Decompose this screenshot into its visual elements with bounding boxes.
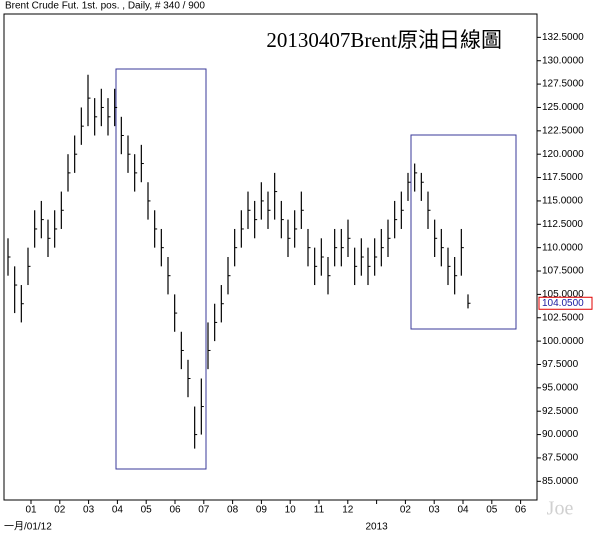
y-tick-label: 90.0000 bbox=[542, 429, 579, 440]
y-tick-label: 102.5000 bbox=[542, 312, 584, 323]
x-tick-label: 06 bbox=[169, 505, 181, 516]
y-tick-label: 130.0000 bbox=[542, 55, 584, 66]
x-tick-label: 04 bbox=[457, 505, 469, 516]
y-tick-label: 112.5000 bbox=[542, 219, 583, 230]
x-tick-label: 03 bbox=[429, 505, 441, 516]
y-tick-label: 97.5000 bbox=[542, 359, 579, 370]
y-tick-label: 105.0000 bbox=[542, 289, 584, 300]
x-tick-label: 07 bbox=[198, 505, 210, 516]
start-date-label: 一月/01/12 bbox=[4, 521, 52, 533]
x-tick-label: 03 bbox=[83, 505, 95, 516]
y-tick-label: 100.0000 bbox=[542, 336, 584, 347]
highlight-box bbox=[410, 134, 517, 330]
chart-title: 20130407Brent原油日線圖 bbox=[266, 28, 502, 52]
y-tick-label: 125.0000 bbox=[542, 102, 584, 113]
y-tick-label: 110.0000 bbox=[542, 242, 583, 253]
last-price-box bbox=[538, 296, 593, 310]
x-tick-label: 10 bbox=[285, 505, 297, 516]
year-label: 2013 bbox=[365, 522, 388, 533]
highlight-box bbox=[115, 68, 207, 470]
y-tick-label: 85.0000 bbox=[542, 476, 579, 487]
y-tick-label: 117.5000 bbox=[542, 172, 583, 183]
chart-header: Brent Crude Fut. 1st. pos. , Daily, # 34… bbox=[5, 1, 205, 12]
x-tick-label: 01 bbox=[25, 505, 37, 516]
y-tick-label: 122.5000 bbox=[542, 125, 584, 136]
x-tick-label: 08 bbox=[227, 505, 239, 516]
y-tick-label: 132.5000 bbox=[542, 32, 584, 43]
x-tick-label: 06 bbox=[515, 505, 527, 516]
y-tick-label: 127.5000 bbox=[542, 79, 584, 90]
plot-frame bbox=[3, 13, 538, 501]
y-tick-label: 87.5000 bbox=[542, 453, 579, 464]
x-tick-label: 09 bbox=[256, 505, 268, 516]
y-tick-label: 92.5000 bbox=[542, 406, 579, 417]
x-tick-label: 11 bbox=[314, 505, 325, 516]
x-tick-label: 05 bbox=[141, 505, 153, 516]
y-tick-label: 115.0000 bbox=[542, 196, 583, 207]
last-price-label: 104.0500 bbox=[542, 298, 584, 309]
y-tick-label: 107.5000 bbox=[542, 266, 584, 277]
x-tick-label: 12 bbox=[342, 505, 354, 516]
x-tick-label: 04 bbox=[112, 505, 124, 516]
x-tick-label: 05 bbox=[486, 505, 498, 516]
y-tick-label: 120.0000 bbox=[542, 149, 584, 160]
x-tick-label: 02 bbox=[400, 505, 412, 516]
x-tick-label: 02 bbox=[54, 505, 66, 516]
y-tick-label: 95.0000 bbox=[542, 382, 579, 393]
watermark: Joe bbox=[547, 498, 574, 520]
